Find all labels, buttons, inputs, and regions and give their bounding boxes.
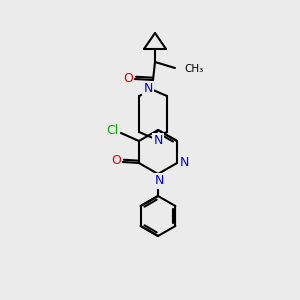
Text: N: N — [143, 82, 153, 95]
Text: O: O — [123, 71, 133, 85]
Text: N: N — [153, 134, 163, 148]
Text: CH₃: CH₃ — [184, 64, 203, 74]
Text: Cl: Cl — [106, 124, 118, 136]
Text: O: O — [111, 154, 121, 167]
Text: N: N — [179, 155, 189, 169]
Text: N: N — [154, 175, 164, 188]
